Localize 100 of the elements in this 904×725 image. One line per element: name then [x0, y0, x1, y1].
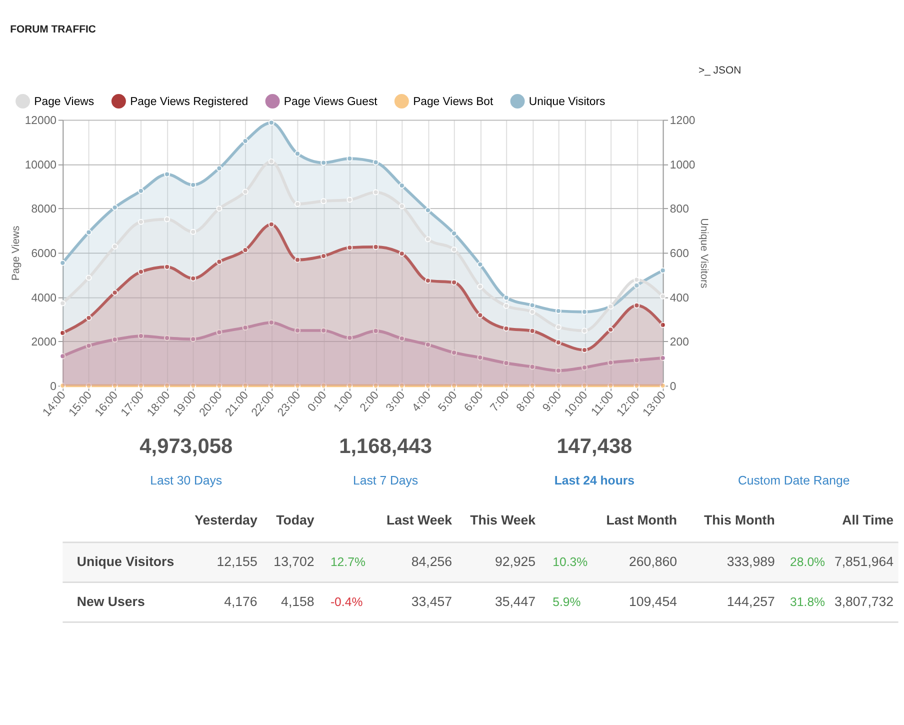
point: [451, 382, 458, 389]
text: 147,438: [556, 435, 632, 458]
point: [294, 201, 300, 207]
point: [660, 293, 666, 300]
text: Today: [276, 512, 315, 528]
text: This Week: [470, 512, 536, 528]
text: 4,176: [224, 594, 258, 609]
point: [424, 207, 431, 214]
text: 12,155: [216, 554, 258, 570]
point: [138, 188, 144, 194]
point: [451, 279, 458, 286]
point: [320, 160, 327, 166]
point: [372, 328, 379, 334]
text: Last 7 Days: [352, 473, 418, 488]
point: [112, 336, 118, 343]
point: [660, 382, 666, 389]
text: 92,925: [494, 554, 536, 570]
text: 260,860: [629, 554, 678, 570]
point: [346, 382, 353, 389]
point: [346, 334, 353, 341]
legend-label: Page Views Guest: [284, 96, 378, 108]
point: [242, 138, 248, 144]
point: [164, 171, 170, 178]
text: -0.4%: [330, 594, 363, 609]
point: [529, 364, 536, 370]
y2-tick-label: 600: [670, 248, 689, 260]
legend-label: Page Views Registered: [130, 96, 248, 108]
point: [294, 256, 300, 263]
text: 7,851,964: [834, 554, 894, 570]
point: [164, 335, 170, 342]
point: [634, 276, 640, 283]
point: [555, 308, 562, 314]
text: 4,973,058: [140, 435, 233, 458]
text: All Time: [842, 512, 894, 528]
point: [529, 328, 536, 334]
point: [346, 156, 353, 162]
text: This Month: [704, 512, 775, 528]
point: [582, 328, 588, 334]
point: [555, 368, 562, 374]
point: [346, 196, 353, 203]
text: 10.3%: [552, 555, 588, 570]
text: 3,807,732: [834, 594, 894, 609]
point: [503, 360, 510, 366]
point: [634, 382, 640, 389]
point: [372, 159, 379, 166]
point: [372, 244, 379, 250]
point: [86, 382, 92, 389]
legend-label: Unique Visitors: [528, 96, 606, 108]
point: [294, 382, 300, 389]
point: [138, 268, 144, 275]
point: [634, 282, 640, 289]
y-tick-label: 10000: [24, 159, 56, 172]
text: 13,702: [274, 554, 314, 570]
point: [503, 326, 510, 332]
point: [451, 230, 458, 236]
point: [398, 382, 405, 389]
text: Custom Date Range: [738, 473, 850, 488]
point: [242, 188, 248, 195]
point: [477, 382, 484, 389]
y2-tick-label: 1000: [670, 159, 696, 172]
point: [190, 382, 196, 389]
point: [242, 382, 248, 389]
point: [477, 261, 484, 268]
point: [86, 229, 92, 236]
text: 33,457: [411, 594, 452, 609]
point: [164, 264, 170, 270]
point: [451, 246, 458, 253]
text: 84,256: [411, 554, 452, 570]
text: Last Week: [386, 512, 453, 528]
point: [190, 228, 196, 235]
point: [424, 382, 431, 389]
point: [529, 302, 536, 308]
point: [242, 247, 248, 254]
point: [268, 382, 274, 389]
text: Unique Visitors: [76, 554, 174, 570]
point: [216, 258, 222, 265]
legend-label: Page Views Bot: [413, 96, 494, 108]
point: [477, 284, 484, 290]
point: [503, 294, 510, 301]
point: [398, 335, 405, 342]
y-tick-label: 12000: [24, 115, 56, 128]
point: [190, 275, 196, 282]
point: [112, 382, 118, 389]
point: [582, 347, 588, 353]
point: [138, 218, 144, 225]
point: [294, 150, 300, 157]
point: [242, 324, 248, 331]
point: [529, 382, 536, 389]
text: Last 30 Days: [150, 473, 222, 488]
point: [634, 302, 640, 308]
text: Last 24 hours: [554, 473, 635, 488]
point: [164, 216, 170, 222]
point: [320, 198, 327, 204]
point: [216, 382, 222, 389]
point: [86, 274, 92, 281]
y-tick-label: 2000: [31, 336, 56, 349]
point: [582, 364, 588, 370]
text: 333,989: [726, 554, 775, 570]
point: [451, 350, 458, 356]
point: [86, 342, 92, 349]
